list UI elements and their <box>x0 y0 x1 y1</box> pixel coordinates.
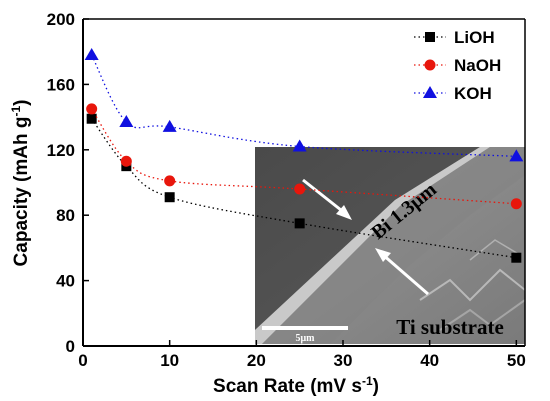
scale-bar-label: 5μm <box>296 333 316 344</box>
series-layer <box>84 47 524 263</box>
legend-item: KOH <box>414 84 492 103</box>
legend-marker <box>425 32 435 42</box>
data-point <box>510 198 522 210</box>
series-koh <box>84 47 524 162</box>
legend-marker <box>423 86 437 98</box>
ticks: 0 10 20 30 40 50 0 40 80 120 160 200 <box>47 10 526 370</box>
data-point <box>294 218 305 229</box>
series-naoh <box>86 103 522 210</box>
y-tick-label: 40 <box>56 272 75 291</box>
data-point <box>292 139 307 152</box>
arrow-head-icon <box>336 205 352 220</box>
data-point <box>86 103 98 115</box>
data-point <box>162 119 177 132</box>
sem-inset: 5μm Bi 1.3μm Ti substrate <box>255 147 525 344</box>
data-point <box>164 192 175 203</box>
legend: LiOH NaOH KOH <box>414 28 501 103</box>
legend-item: LiOH <box>414 28 495 47</box>
data-point <box>294 183 306 195</box>
x-tick-label: 0 <box>78 351 87 370</box>
legend-label: NaOH <box>454 56 501 75</box>
data-point <box>120 155 132 167</box>
series-line <box>91 54 517 157</box>
substrate-label: Ti substrate <box>396 315 504 339</box>
x-tick-label: 30 <box>334 351 353 370</box>
data-point <box>164 175 176 187</box>
data-point <box>511 252 522 263</box>
data-point <box>86 113 97 124</box>
y-tick-label: 160 <box>47 75 75 94</box>
arrow-head-icon <box>375 248 391 262</box>
data-point <box>509 149 524 162</box>
axes <box>82 18 526 347</box>
data-point <box>119 115 134 128</box>
x-tick-label: 50 <box>507 351 526 370</box>
legend-marker <box>424 59 436 71</box>
y-tick-label: 120 <box>47 141 75 160</box>
y-tick-label: 200 <box>47 10 75 29</box>
x-axis-label: Scan Rate (mV s-1) <box>213 374 379 397</box>
legend-item: NaOH <box>414 56 501 75</box>
legend-label: KOH <box>454 84 492 103</box>
y-tick-label: 80 <box>56 206 75 225</box>
data-point <box>84 47 99 60</box>
legend-label: LiOH <box>454 28 495 47</box>
y-tick-label: 0 <box>66 337 75 356</box>
y-axis-label: Capacity (mAh g-1) <box>9 100 32 267</box>
x-tick-label: 20 <box>247 351 266 370</box>
x-tick-label: 40 <box>420 351 439 370</box>
x-tick-label: 10 <box>160 351 179 370</box>
